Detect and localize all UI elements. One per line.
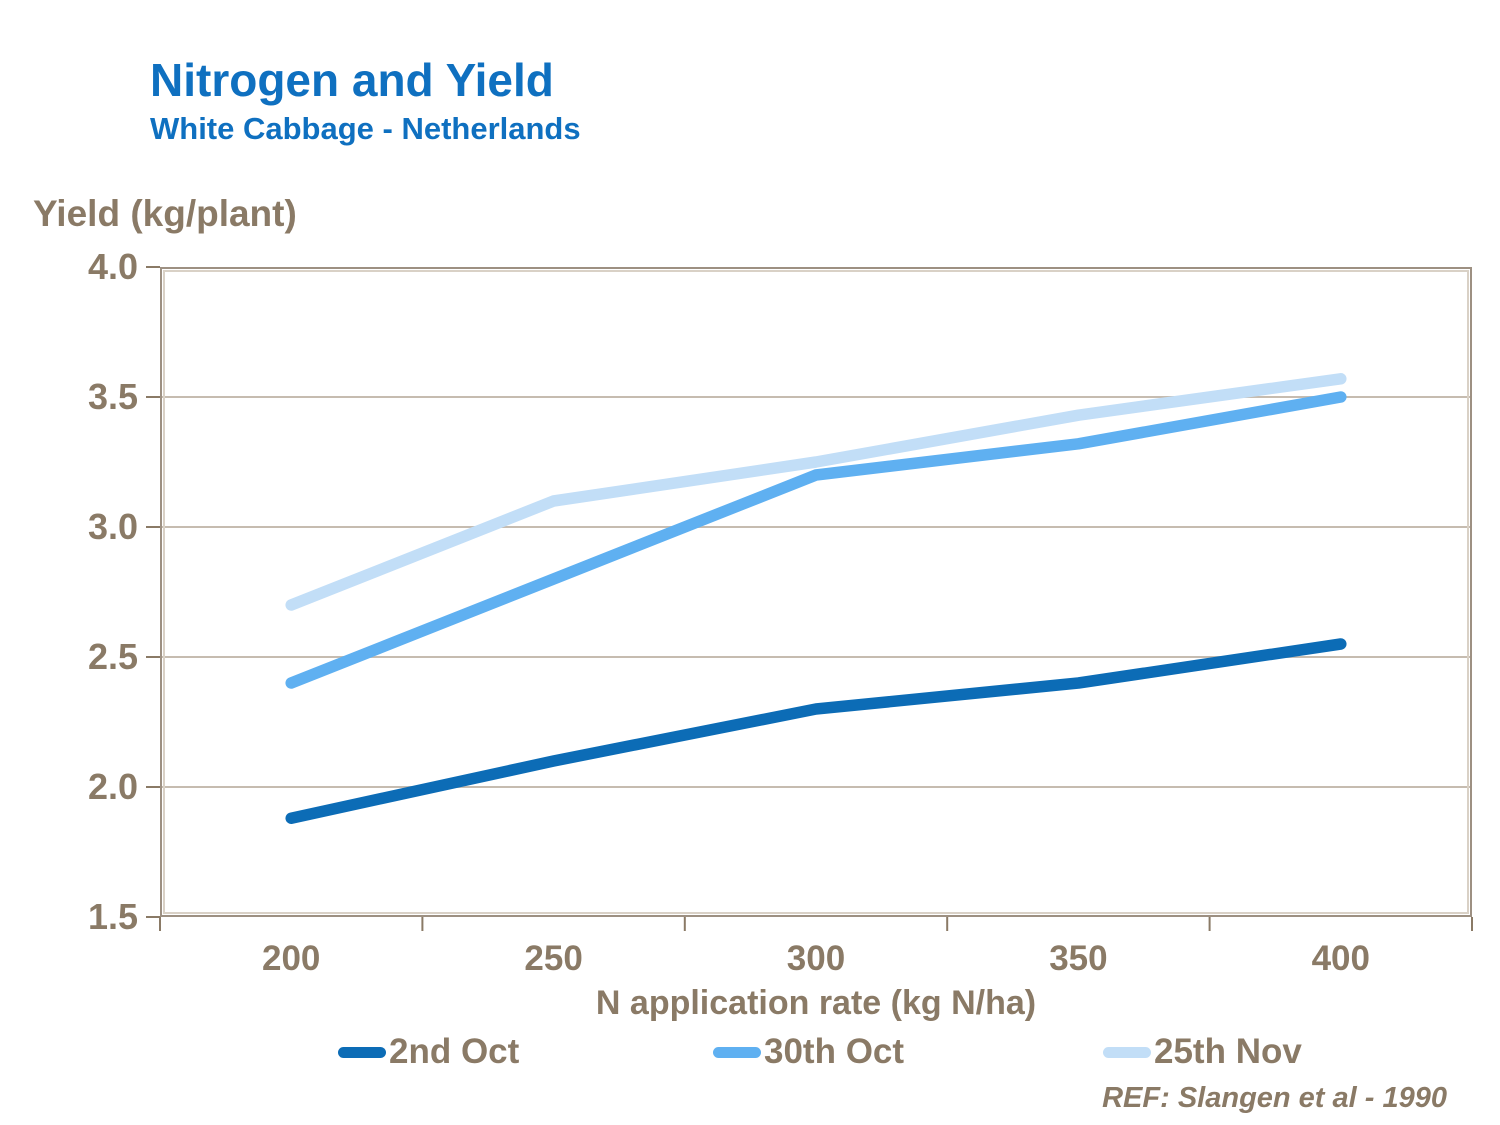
x-tick-label: 350 [1049, 939, 1108, 978]
y-tick-label: 2.5 [87, 636, 138, 677]
x-tick-label: 200 [261, 939, 321, 978]
legend-swatch [713, 1046, 761, 1058]
legend-swatch [1103, 1046, 1151, 1058]
chart-title: Nitrogen and Yield [150, 54, 554, 106]
legend-label: 25th Nov [1154, 1032, 1302, 1071]
y-tick-label: 4.0 [87, 246, 138, 287]
series-line-2nd-oct [285, 638, 1347, 824]
legend-item-2nd-oct: 2nd Oct [338, 1030, 519, 1074]
x-axis-title: N application rate (kg N/ha) [595, 984, 1037, 1022]
legend-label: 30th Oct [764, 1032, 905, 1071]
x-tick-label: 250 [524, 939, 583, 978]
y-tick-label: 2.0 [87, 766, 138, 807]
plot-border [160, 267, 1472, 917]
legend-item-30th-oct: 30th Oct [713, 1030, 904, 1074]
legend-swatch [338, 1046, 386, 1058]
y-tick-label: 3.0 [87, 506, 138, 547]
plot-border-highlight [163, 270, 1469, 914]
legend-item-25th-nov: 25th Nov [1103, 1030, 1302, 1074]
y-tick-label: 3.5 [87, 376, 138, 417]
reference-text: REF: Slangen et al - 1990 [1102, 1082, 1447, 1114]
legend-label: 2nd Oct [389, 1032, 520, 1071]
y-tick-label: 1.5 [87, 896, 138, 937]
series-line-30th-oct [285, 391, 1347, 689]
series-line-25th-nov [285, 373, 1347, 611]
x-tick-label: 300 [786, 939, 846, 978]
chart-subtitle: White Cabbage - Netherlands [150, 111, 581, 146]
y-axis-title: Yield (kg/plant) [33, 193, 297, 234]
line-chart [146, 266, 1473, 931]
x-tick-label: 400 [1311, 939, 1370, 978]
